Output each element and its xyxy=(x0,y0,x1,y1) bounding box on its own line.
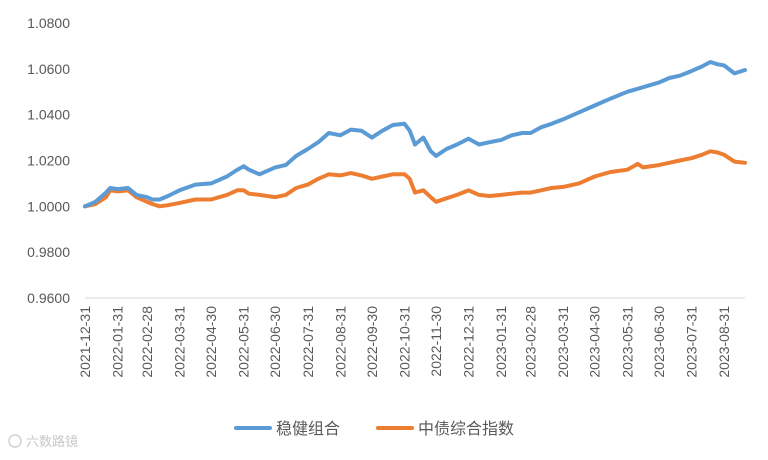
y-tick-label: 1.0000 xyxy=(27,198,70,214)
x-tick-label: 2022-10-31 xyxy=(396,306,412,378)
y-axis: 0.9600 0.9800 1.0000 1.0200 1.0400 1.0600 1.08… xyxy=(27,15,70,306)
x-tick-label: 2023-02-28 xyxy=(523,306,539,378)
x-tick-label: 2023-07-31 xyxy=(683,306,699,378)
watermark-text: 六数路镜 xyxy=(26,434,78,450)
y-tick-label: 0.9600 xyxy=(27,290,70,306)
y-tick-label: 1.0400 xyxy=(27,107,70,123)
plot-area xyxy=(83,60,747,209)
x-tick-label: 2022-09-30 xyxy=(364,306,380,378)
x-tick-label: 2023-06-30 xyxy=(651,306,667,378)
x-tick-label: 2022-01-31 xyxy=(110,306,126,378)
series-line xyxy=(83,60,747,209)
legend: 稳健组合 中债综合指数 xyxy=(234,419,514,438)
legend-label: 中债综合指数 xyxy=(418,419,514,438)
x-tick-label: 2021-12-31 xyxy=(77,306,93,378)
watermark-logo-icon xyxy=(8,434,22,448)
x-tick-label: 2023-04-30 xyxy=(587,306,603,378)
x-tick-label: 2022-11-30 xyxy=(428,306,444,377)
x-tick-label: 2022-05-31 xyxy=(236,306,252,378)
x-axis: 2021-12-31 2022-01-31 2022-02-28 2022-03-31… xyxy=(77,306,732,378)
x-tick-label: 2022-04-30 xyxy=(203,306,219,378)
x-tick-label: 2023-01-31 xyxy=(493,306,509,378)
y-tick-label: 0.9800 xyxy=(27,244,70,260)
x-tick-label: 2023-08-31 xyxy=(716,306,732,378)
x-tick-label: 2022-12-31 xyxy=(461,306,477,378)
watermark: 六数路镜 xyxy=(8,434,78,450)
x-tick-label: 2023-05-31 xyxy=(619,306,635,378)
x-tick-label: 2023-03-31 xyxy=(555,306,571,378)
x-tick-label: 2022-07-31 xyxy=(300,306,316,378)
y-tick-label: 1.0200 xyxy=(27,153,70,169)
series-line xyxy=(83,149,747,209)
legend-label: 稳健组合 xyxy=(276,419,340,438)
y-tick-label: 1.0600 xyxy=(27,61,70,77)
x-tick-label: 2022-02-28 xyxy=(139,306,155,378)
x-tick-label: 2022-03-31 xyxy=(172,306,188,378)
x-tick-label: 2022-06-30 xyxy=(267,306,283,378)
x-tick-label: 2022-08-31 xyxy=(332,306,348,378)
y-tick-label: 1.0800 xyxy=(27,15,70,31)
